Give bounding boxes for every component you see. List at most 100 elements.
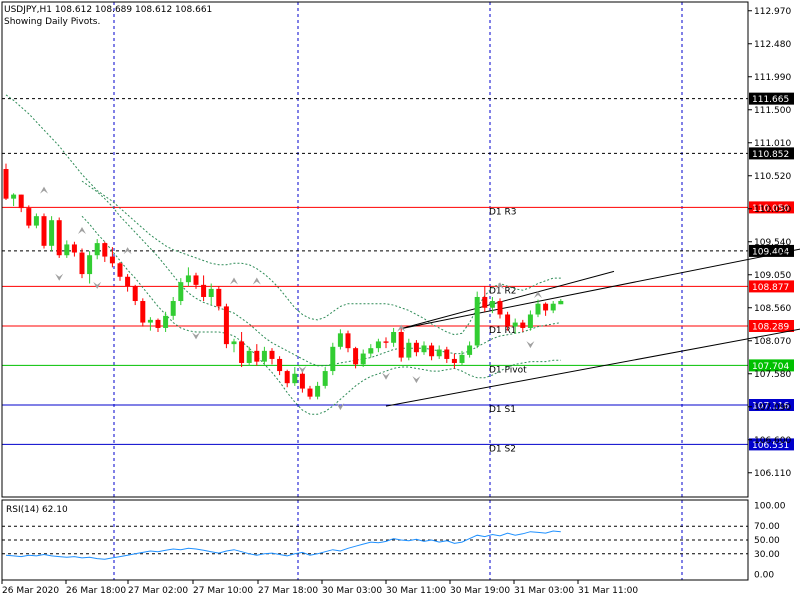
candle-body [79, 252, 85, 275]
candle-body [444, 349, 450, 359]
candle-body [185, 275, 191, 283]
candle-body [56, 220, 62, 256]
pivot-levels-layer: 111.665 110.852 D1 R3 110.050 109.404 D1 R2 10… [2, 92, 794, 454]
candle-body [284, 371, 290, 384]
x-tick-label: 27 Mar 02:00 [128, 586, 188, 596]
level-badge-label: 108.877 [752, 283, 789, 293]
y-tick-label: 108.070 [754, 337, 791, 347]
rsi-y-tick-label: 50.00 [754, 536, 780, 546]
fractal-down-marker [412, 376, 421, 384]
candle-body [132, 286, 138, 302]
candle-body [398, 332, 404, 358]
candle-body [201, 284, 207, 297]
candle-body [277, 358, 283, 372]
candle-body [527, 314, 533, 328]
fractal-down-marker [298, 366, 307, 374]
candle-body [3, 169, 9, 199]
fractals-layer [40, 186, 542, 411]
candle-body [26, 208, 32, 226]
candle-body [64, 244, 70, 256]
candle-body [140, 301, 146, 323]
candle-body [360, 353, 366, 365]
candle-body [231, 341, 237, 345]
level-badge-label: 110.852 [752, 150, 789, 160]
grid-layer [113, 2, 683, 580]
candle-body [239, 341, 245, 363]
candle-body [18, 194, 24, 209]
candle-body [413, 342, 419, 353]
y-tick-label: 111.500 [754, 106, 791, 116]
level-text: D1 R1 [489, 326, 517, 336]
y-tick-label: 110.030 [754, 205, 791, 215]
y-tick-label: 110.520 [754, 172, 791, 182]
candle-body [330, 346, 336, 372]
level-text: D1 S2 [489, 444, 516, 454]
y-tick-label: 107.090 [754, 403, 791, 413]
candle-body [497, 301, 503, 315]
x-tick-label: 30 Mar 11:00 [386, 586, 446, 596]
chart-title: USDJPY,H1 108.612 108.689 108.612 108.66… [4, 5, 212, 15]
candle-body [117, 263, 123, 277]
candle-body [147, 319, 153, 323]
main-panel-frame [1, 1, 749, 498]
level-badge [749, 280, 794, 293]
candle-body [353, 348, 359, 365]
candle-body [383, 341, 389, 343]
candle-body [375, 341, 381, 349]
candle-body [406, 342, 412, 358]
x-tick-label: 27 Mar 10:00 [193, 586, 253, 596]
candle-body [49, 220, 55, 246]
rsi-layer: RSI(14) 62.10 100.00 70.00 50.00 30.00 0.00 [2, 502, 786, 580]
candle-body [535, 303, 541, 315]
level-badge-label: 111.665 [752, 95, 789, 105]
fractal-down-marker [336, 403, 345, 411]
trendline [385, 328, 800, 407]
candle-body [261, 350, 267, 362]
bollinger-lower-line [81, 215, 561, 415]
trendlines-layer [385, 248, 800, 407]
candle-body [71, 244, 77, 253]
candle-body [193, 275, 199, 285]
candle-body [208, 288, 214, 297]
candle-body [216, 288, 222, 307]
candle-body [223, 306, 229, 345]
y-tick-label: 111.990 [754, 73, 791, 83]
candle-body [163, 315, 169, 328]
candle-body [337, 333, 343, 347]
y-tick-label: 112.480 [754, 40, 791, 50]
x-tick-label: 27 Mar 18:00 [258, 586, 318, 596]
candle-body [322, 371, 328, 386]
candle-body [520, 322, 526, 328]
candle-body [345, 333, 351, 349]
candle-body [543, 303, 549, 311]
fractal-up-marker [40, 186, 48, 194]
level-text: D1 R3 [489, 207, 517, 217]
level-badge [749, 320, 794, 333]
fractal-down-marker [55, 273, 64, 281]
candle-body [489, 301, 495, 308]
y-tick-label: 106.110 [754, 469, 791, 479]
y-tick-label: 107.580 [754, 370, 791, 380]
candle-body [125, 276, 131, 287]
x-tick-label: 30 Mar 19:00 [450, 586, 510, 596]
candle-body [459, 354, 465, 363]
x-tick-label: 30 Mar 03:00 [322, 586, 382, 596]
candle-body [94, 243, 100, 256]
level-text: D1 Pivot [489, 365, 527, 375]
y-tick-label: 109.050 [754, 271, 791, 281]
candle-body [315, 385, 321, 397]
candle-body [109, 256, 115, 264]
x-tick-label: 31 Mar 03:00 [514, 586, 574, 596]
candle-body [33, 216, 39, 226]
fractal-down-marker [192, 332, 200, 340]
level-badge-label: 109.404 [752, 247, 789, 257]
candle-body [467, 345, 473, 355]
fractal-up-marker [496, 282, 504, 290]
fractal-down-marker [93, 281, 102, 289]
fractal-up-marker [123, 247, 132, 255]
level-badge-label: 107.116 [752, 402, 789, 412]
trendline [401, 270, 615, 330]
level-text: D1 R2 [489, 286, 517, 296]
